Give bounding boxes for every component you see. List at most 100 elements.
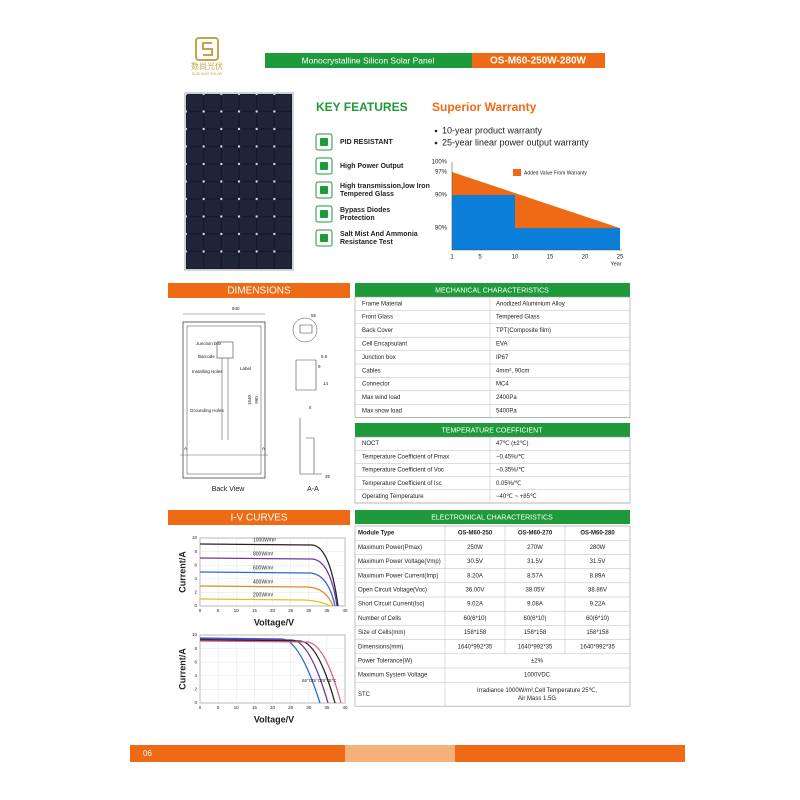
dimension-label: 14 — [323, 381, 329, 386]
panel-cell — [204, 182, 221, 199]
cell: 1640*992*35 — [458, 644, 493, 650]
feature-text: Resistance Test — [340, 239, 393, 246]
cell: MC4 — [496, 382, 509, 388]
dimension-label: Label — [240, 366, 251, 371]
y-tick-label: 6 — [194, 659, 197, 664]
warranty-bullet: 10-year product warranty — [442, 125, 543, 135]
cell: 9.08A — [527, 602, 543, 608]
cell: Temperature Coefficient of Pmax — [362, 454, 449, 460]
iv-curve — [199, 637, 321, 704]
cell-corner — [184, 110, 188, 113]
y-label: 97% — [435, 170, 448, 176]
panel-cell — [221, 164, 239, 181]
cell-corner — [220, 127, 223, 131]
header-orange — [472, 53, 605, 68]
feature-text: Protection — [340, 215, 375, 222]
panel-cell — [204, 234, 221, 251]
x-axis-title: Voltage/V — [254, 617, 294, 627]
dimension-label: Grounding Holes — [190, 408, 225, 413]
x-tick-label: 5 — [217, 705, 220, 710]
panel-cell — [204, 129, 221, 146]
product-line: Monocrystalline Silicon Solar Panel — [302, 55, 435, 65]
cell-corner — [184, 215, 188, 218]
cell: Maximum Power(Pmax) — [358, 545, 422, 551]
panel-cell — [274, 217, 292, 234]
cell-corner — [255, 92, 258, 96]
cell-corner — [273, 197, 276, 201]
cell: 250W — [467, 545, 483, 551]
panel-cell — [221, 147, 239, 164]
x-label: 25 — [617, 255, 624, 261]
y-axis-title: Current/A — [177, 551, 187, 593]
cell-corner — [237, 110, 241, 113]
cell: 30.5V — [467, 559, 483, 565]
cell: 8.89A — [590, 573, 606, 579]
cell-corner — [202, 110, 205, 113]
cell-corner — [220, 250, 223, 253]
panel-cell — [204, 147, 221, 164]
x-tick-label: 15 — [252, 705, 258, 710]
brand-name-en: SUSHANG SOLAR — [192, 72, 223, 76]
cell: 38.86V — [588, 587, 607, 593]
x-tick-label: 10 — [234, 705, 240, 710]
cell: Tempered Glass — [496, 315, 540, 321]
table-border — [354, 436, 631, 504]
cell-corner — [184, 180, 188, 183]
iv-curve — [199, 640, 342, 704]
legend-swatch — [513, 169, 521, 176]
cell: 1640*992*35 — [518, 644, 553, 650]
cell-corner — [202, 250, 205, 253]
y-tick-label: 2 — [194, 590, 197, 595]
cell: Anodized Aluminium Alloy — [496, 301, 565, 307]
panel-cell — [257, 182, 274, 199]
cell: OS-M60-270 — [518, 531, 553, 537]
table-header — [355, 510, 630, 524]
cell-corner — [220, 232, 223, 236]
y-label: 90% — [435, 193, 448, 199]
cell: 0.05%/℃ — [496, 481, 522, 487]
iv-curve — [199, 571, 336, 607]
cell: 36.00V — [465, 587, 484, 593]
table-border — [354, 296, 631, 418]
y-tick-label: 8 — [194, 549, 197, 554]
panel-cell — [221, 182, 239, 199]
y-tick-label: 10 — [192, 632, 198, 637]
x-tick-label: 35 — [324, 608, 330, 613]
cell-corner — [184, 145, 188, 148]
cell: 31.5V — [527, 559, 543, 565]
cell: 158*158 — [524, 630, 547, 636]
panel-cell — [257, 112, 274, 129]
cell-corner — [273, 232, 276, 236]
cell-corner — [273, 92, 276, 96]
dimension-label: 940 — [232, 306, 240, 311]
cell: Cables — [362, 368, 381, 374]
cell: 9.02A — [467, 602, 483, 608]
panel-cell — [186, 147, 204, 164]
cell: ±2% — [531, 658, 544, 664]
detail-circle — [292, 317, 318, 343]
dimension-label: A — [262, 446, 265, 451]
cell: Size of Cells(mm) — [358, 630, 405, 636]
panel-cell — [186, 234, 204, 251]
cell: NOCT — [362, 441, 379, 447]
x-tick-label: 10 — [234, 608, 240, 613]
y-tick-label: 4 — [194, 673, 197, 678]
cell: 60(6*10) — [523, 616, 546, 622]
frame-inner — [186, 325, 262, 475]
cell-corner — [184, 127, 188, 131]
feature-icon-inner — [320, 210, 328, 218]
cell: Short Circuit Current(Isc) — [358, 602, 424, 608]
panel-cell — [239, 129, 257, 146]
panel-cell — [186, 112, 204, 129]
iv-curve — [199, 598, 331, 607]
x-tick-label: 35 — [324, 705, 330, 710]
table-header — [355, 423, 630, 437]
y-tick-label: 4 — [194, 576, 197, 581]
panel-cell — [186, 129, 204, 146]
cell-corner — [255, 145, 258, 148]
cell: Connector — [362, 382, 390, 388]
iv-curve — [199, 639, 336, 704]
cell: Number of Cells — [358, 616, 401, 622]
table-title: TEMPERATURE COEFFICIENT — [442, 427, 544, 434]
panel-cell — [274, 129, 292, 146]
